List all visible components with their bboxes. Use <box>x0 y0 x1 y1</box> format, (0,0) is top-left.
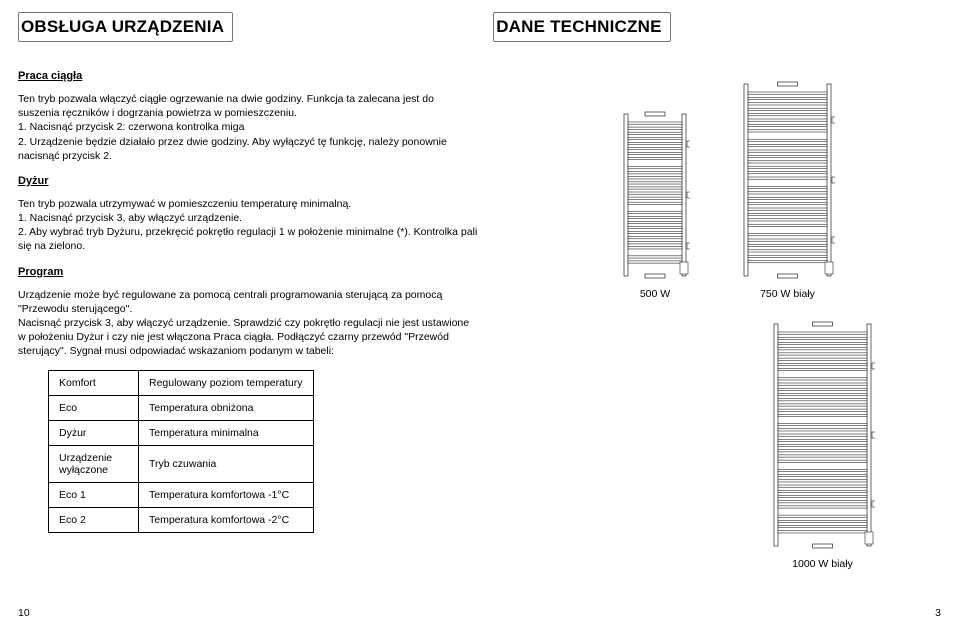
page-number-left: 10 <box>18 607 30 619</box>
table-cell: Regulowany poziom temperatury <box>139 371 314 396</box>
radiator-1000w: 1000 W biały <box>770 320 875 570</box>
radiator-svg-medium <box>740 80 835 280</box>
section-body-dyzur: Ten tryb pozwala utrzymywać w pomieszcze… <box>18 197 478 254</box>
page-number-right: 3 <box>935 607 941 619</box>
radiator-svg-large <box>770 320 875 550</box>
radiator-svg-small <box>620 110 690 280</box>
table-cell: Tryb czuwania <box>139 446 314 483</box>
table-row: Eco 1Temperatura komfortowa -1°C <box>49 483 314 508</box>
header-right: DANE TECHNICZNE <box>493 12 670 42</box>
main-text-column: Praca ciągła Ten tryb pozwala włączyć ci… <box>18 70 498 533</box>
radiator-750w: 750 W biały <box>740 80 835 300</box>
table-row: Eco 2Temperatura komfortowa -2°C <box>49 508 314 533</box>
table-cell: Temperatura minimalna <box>139 421 314 446</box>
radiator-caption-medium: 750 W biały <box>760 288 815 300</box>
section-title-praca: Praca ciągła <box>18 70 498 82</box>
table-cell: Dyżur <box>49 421 139 446</box>
table-row: KomfortRegulowany poziom temperatury <box>49 371 314 396</box>
section-title-dyzur: Dyżur <box>18 175 498 187</box>
table-cell: Temperatura komfortowa -2°C <box>139 508 314 533</box>
modes-table: KomfortRegulowany poziom temperaturyEcoT… <box>48 370 314 533</box>
table-cell: Eco <box>49 396 139 421</box>
section-body-praca: Ten tryb pozwala włączyć ciągłe ogrzewan… <box>18 92 478 163</box>
table-cell: Temperatura obniżona <box>139 396 314 421</box>
radiator-500w: 500 W <box>620 110 690 300</box>
table-cell: Eco 1 <box>49 483 139 508</box>
radiator-caption-small: 500 W <box>640 288 670 300</box>
table-row: Urządzenie wyłączoneTryb czuwania <box>49 446 314 483</box>
table-cell: Eco 2 <box>49 508 139 533</box>
table-cell: Temperatura komfortowa -1°C <box>139 483 314 508</box>
table-row: EcoTemperatura obniżona <box>49 396 314 421</box>
table-cell: Urządzenie wyłączone <box>49 446 139 483</box>
table-cell: Komfort <box>49 371 139 396</box>
radiator-caption-large: 1000 W biały <box>792 558 853 570</box>
header-left: OBSŁUGA URZĄDZENIA <box>18 12 233 42</box>
table-row: DyżurTemperatura minimalna <box>49 421 314 446</box>
section-body-program: Urządzenie może być regulowane za pomocą… <box>18 288 478 359</box>
section-title-program: Program <box>18 266 498 278</box>
